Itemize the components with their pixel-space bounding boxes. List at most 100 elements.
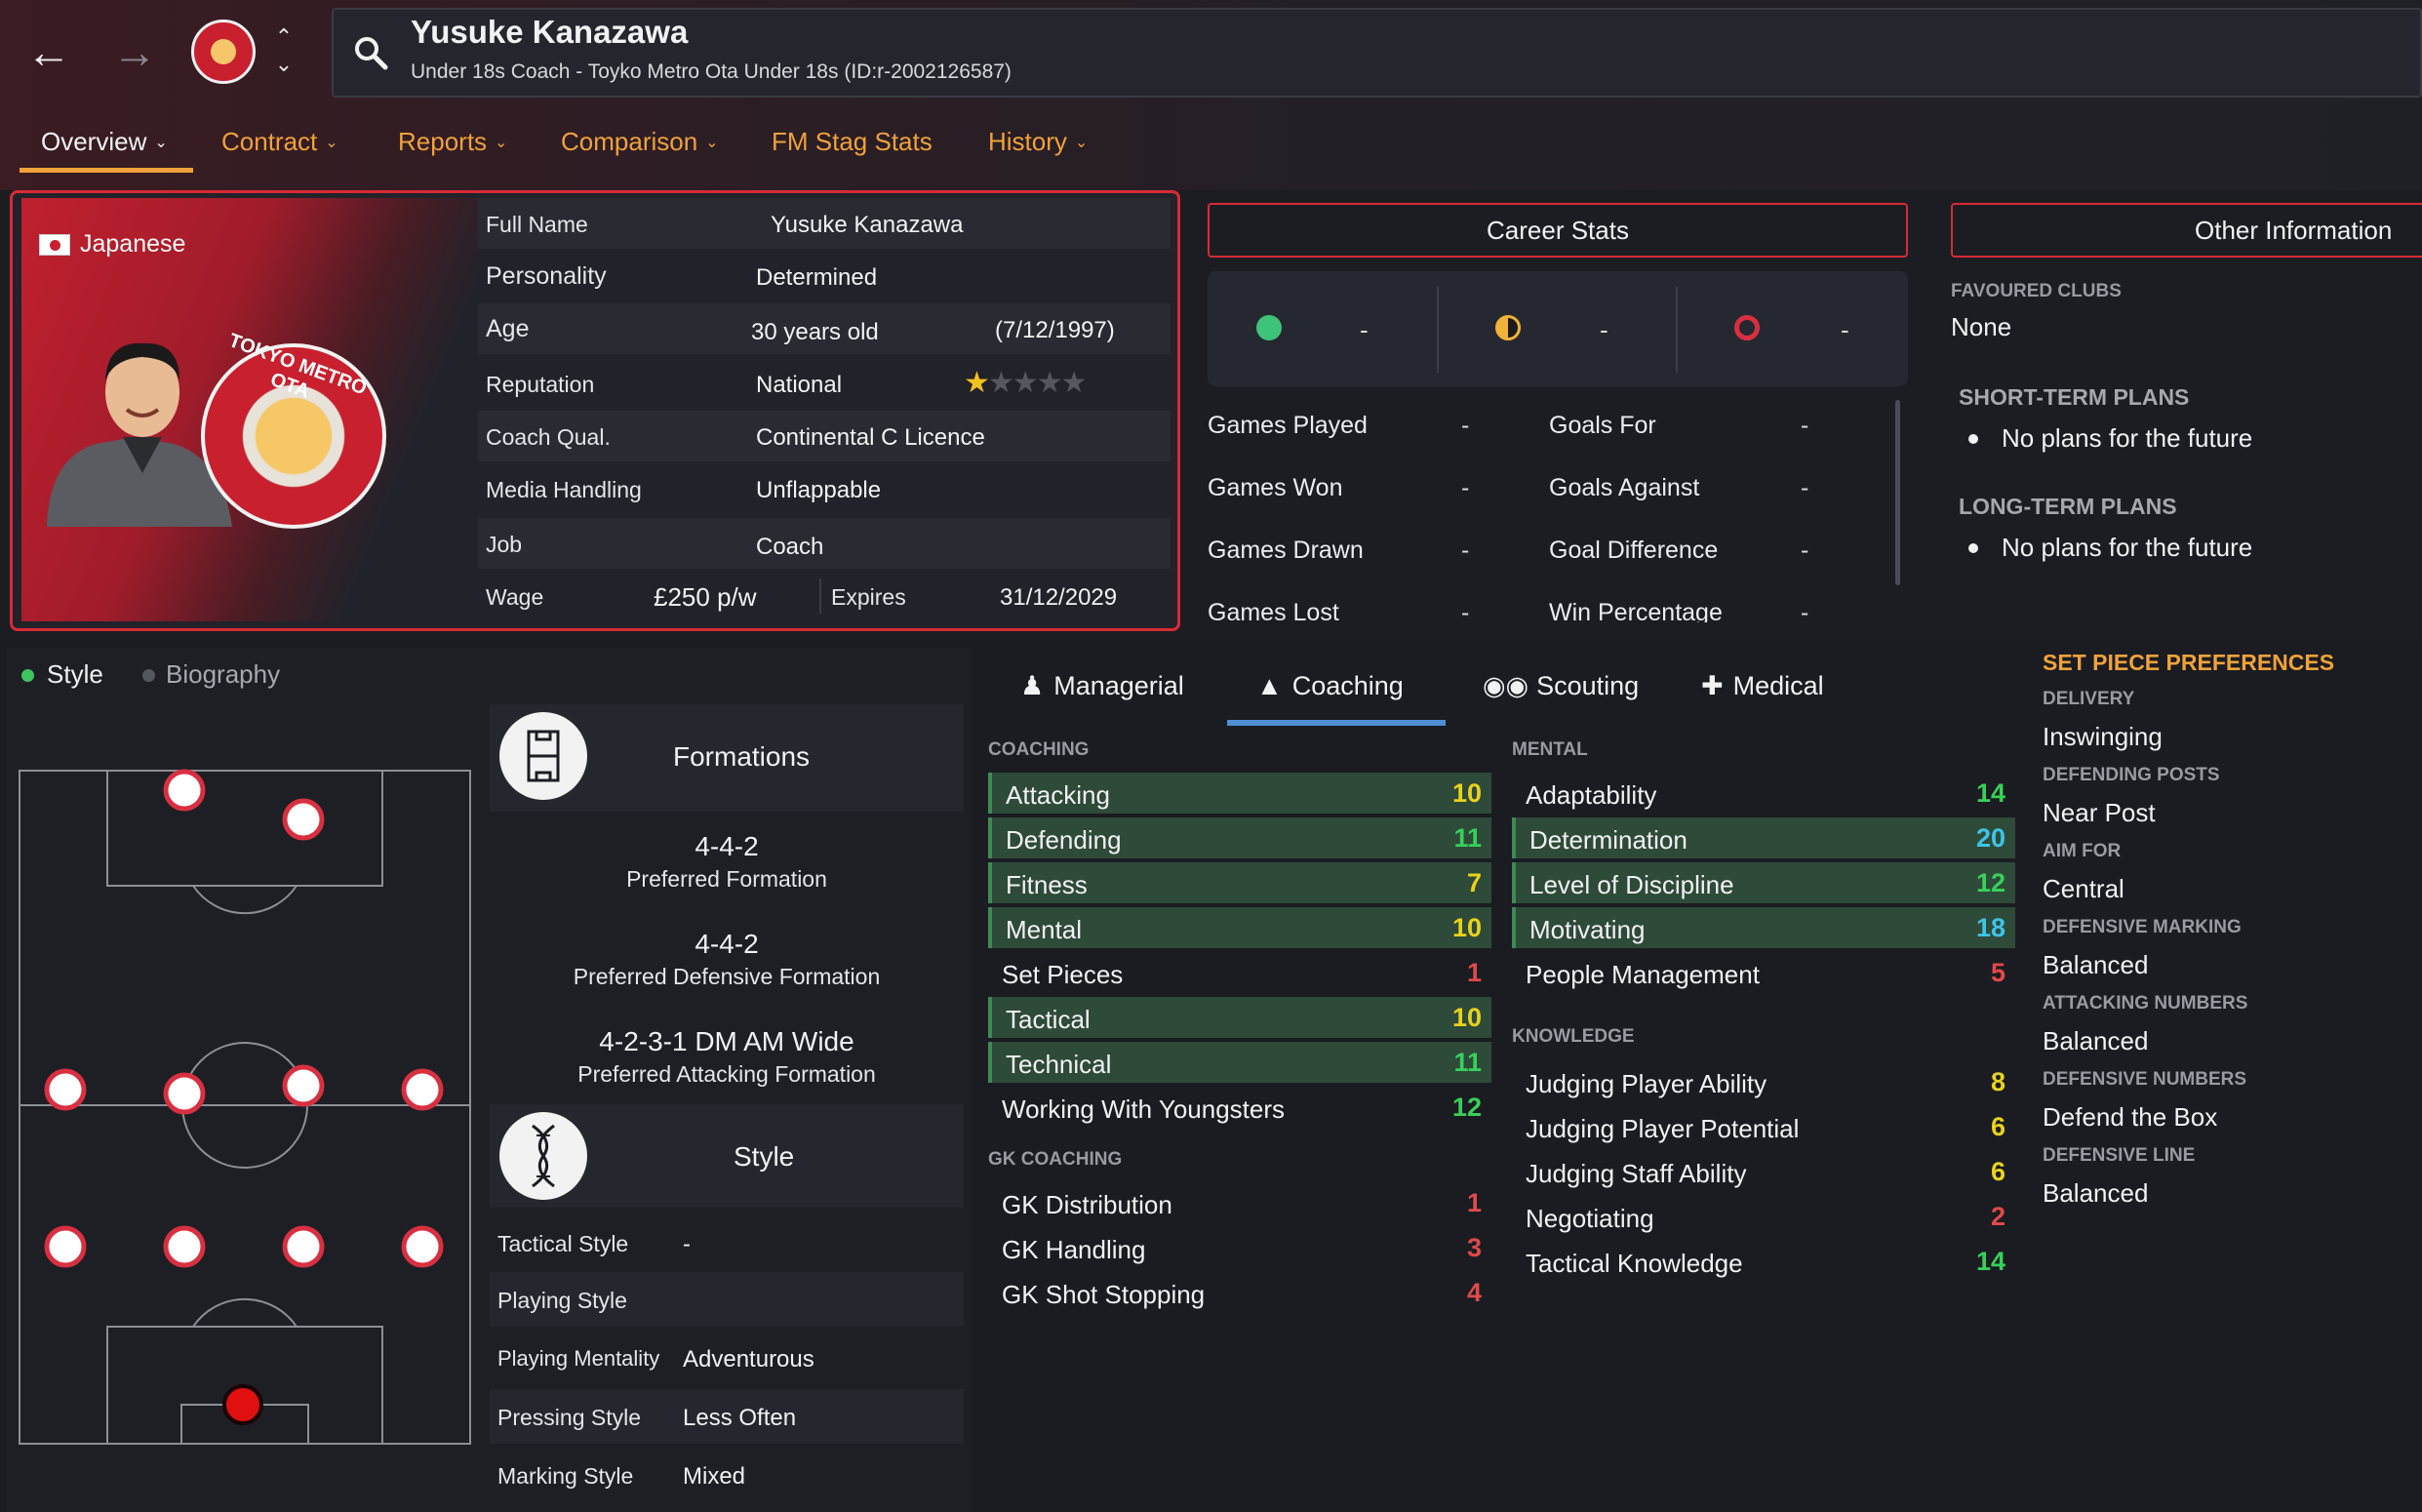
tab-label: Overview [41, 127, 147, 156]
attribute-value: 3 [1466, 1233, 1482, 1262]
row-value: National [756, 372, 843, 398]
active-tab-underline [20, 168, 193, 173]
divider [1676, 287, 1678, 373]
stat-value: - [1461, 537, 1470, 564]
tab-overview[interactable]: Overview ⌄ [41, 127, 168, 157]
stat-label: Win Percentage [1549, 599, 1723, 622]
set-piece-value: Balanced [2043, 1178, 2149, 1208]
divider [819, 578, 821, 614]
tab-biography[interactable]: Biography [166, 659, 281, 689]
profile-row-wage: Wage £250 p/w Expires 31/12/2029 [478, 571, 1171, 621]
stat-value: - [1801, 474, 1809, 501]
search-icon[interactable] [351, 33, 390, 72]
attribute-name: People Management [1526, 960, 1760, 989]
profile-row-full-name: Full Name Yusuke Kanazawa [478, 198, 1171, 249]
tactics-board-icon [499, 712, 587, 800]
club-badge-icon[interactable] [191, 20, 256, 84]
dna-icon [499, 1112, 587, 1200]
tab-style[interactable]: Style [47, 659, 103, 689]
other-information-header[interactable]: Other Information [1951, 203, 2422, 258]
attribute-row[interactable]: Defending 11 [988, 817, 1491, 858]
attribute-name: Negotiating [1526, 1204, 1654, 1233]
long-term-plans-value: No plans for the future [2002, 533, 2253, 562]
career-stats-header[interactable]: Career Stats [1208, 203, 1908, 258]
attribute-row[interactable]: Determination 20 [1512, 817, 2015, 858]
stat-label: Games Played [1208, 412, 1368, 439]
profile-row-age: Age 30 years old (7/12/1997) [478, 303, 1171, 354]
attribute-row[interactable]: Judging Staff Ability 6 [1512, 1151, 2015, 1192]
attribute-name: Tactical [1006, 1005, 1091, 1034]
tab-fm-stag-stats[interactable]: FM Stag Stats [772, 127, 933, 157]
row-label: Pressing Style [497, 1405, 642, 1430]
forward-arrow-icon[interactable]: → [112, 26, 157, 77]
attribute-name: Determination [1529, 825, 1687, 855]
mental-section-label: MENTAL [1512, 739, 1588, 760]
tab-label: Medical [1732, 671, 1824, 700]
wage-value: £250 p/w [654, 582, 757, 612]
career-stats-list[interactable]: Games Played - Goals For - Games Won - G… [1208, 400, 1890, 622]
attribute-row[interactable]: Tactical 10 [988, 997, 1491, 1038]
bullet-icon [1968, 543, 1978, 553]
tab-managerial[interactable]: ♟ Managerial [1020, 671, 1184, 701]
style-title: Style [734, 1141, 795, 1172]
attribute-row[interactable]: GK Shot Stopping 4 [988, 1272, 1491, 1313]
attribute-row[interactable]: Working With Youngsters 12 [988, 1087, 1491, 1128]
set-piece-value: Near Post [2043, 798, 2156, 827]
attribute-row[interactable]: Motivating 18 [1512, 907, 2015, 948]
attribute-row[interactable]: Judging Player Potential 6 [1512, 1106, 2015, 1147]
preferred-formation-label: Preferred Formation [626, 866, 827, 892]
career-stats-scrollbar[interactable] [1895, 400, 1900, 585]
stat-label: Games Won [1208, 474, 1343, 501]
set-piece-value: Balanced [2043, 1026, 2149, 1055]
attribute-row[interactable]: GK Handling 3 [988, 1227, 1491, 1268]
attribute-row[interactable]: Level of Discipline 12 [1512, 862, 2015, 903]
row-value: Coach [756, 534, 824, 560]
set-piece-value: Defend the Box [2043, 1102, 2218, 1132]
tab-history[interactable]: History ⌄ [988, 127, 1088, 157]
search-bar[interactable] [332, 8, 2422, 98]
active-tab-underline [1227, 720, 1446, 726]
row-value: Adventurous [683, 1346, 814, 1373]
attribute-value: 7 [1466, 868, 1482, 897]
tab-medical[interactable]: ✚ Medical [1701, 671, 1824, 701]
tab-comparison[interactable]: Comparison ⌄ [561, 127, 719, 157]
attribute-row[interactable]: Mental 10 [988, 907, 1491, 948]
attribute-row[interactable]: Technical 11 [988, 1042, 1491, 1083]
tab-coaching[interactable]: ▲ Coaching [1256, 671, 1404, 701]
attribute-row[interactable]: Negotiating 2 [1512, 1196, 2015, 1237]
back-arrow-icon[interactable]: ← [26, 26, 71, 77]
attribute-row[interactable]: Attacking 10 [988, 773, 1491, 814]
attribute-row[interactable]: Fitness 7 [988, 862, 1491, 903]
attribute-value: 10 [1451, 1003, 1482, 1032]
style-row-playing-mentality: Playing Mentality Adventurous [490, 1331, 964, 1385]
attribute-row[interactable]: Tactical Knowledge 14 [1512, 1241, 2015, 1282]
stat-value: - [1801, 537, 1809, 564]
row-label: Playing Style [497, 1288, 627, 1313]
attribute-row[interactable]: Adaptability 14 [1512, 773, 2015, 814]
tab-reports[interactable]: Reports ⌄ [398, 127, 507, 157]
stat-label: Games Lost [1208, 599, 1339, 622]
expires-label: Expires [831, 584, 906, 610]
club-crest [201, 343, 386, 529]
chevron-up-icon[interactable]: ⌃ [274, 24, 294, 49]
stat-value: - [1461, 474, 1470, 501]
star-filled-icon: ★ [964, 367, 990, 399]
attribute-name: Motivating [1529, 915, 1646, 944]
attribute-row[interactable]: Judging Player Ability 8 [1512, 1061, 2015, 1102]
attribute-value: 20 [1975, 823, 2005, 853]
tab-scouting[interactable]: ◉◉ Scouting [1483, 671, 1639, 701]
attribute-row[interactable]: GK Distribution 1 [988, 1182, 1491, 1223]
losses-value: - [1841, 315, 1849, 344]
attribute-name: Adaptability [1526, 780, 1657, 810]
tab-contract[interactable]: Contract ⌄ [221, 127, 338, 157]
draws-value: - [1600, 315, 1608, 344]
attribute-row[interactable]: Set Pieces 1 [988, 952, 1491, 993]
row-label: Job [486, 532, 523, 557]
stat-value: - [1801, 412, 1809, 439]
attribute-name: Judging Player Potential [1526, 1114, 1800, 1143]
chevron-down-icon[interactable]: ⌄ [274, 52, 294, 76]
attribute-row[interactable]: People Management 5 [1512, 952, 2015, 993]
set-piece-label: ATTACKING NUMBERS [2043, 993, 2248, 1014]
attribute-value: 4 [1466, 1278, 1482, 1307]
attacking-formation-label: Preferred Attacking Formation [577, 1061, 876, 1087]
